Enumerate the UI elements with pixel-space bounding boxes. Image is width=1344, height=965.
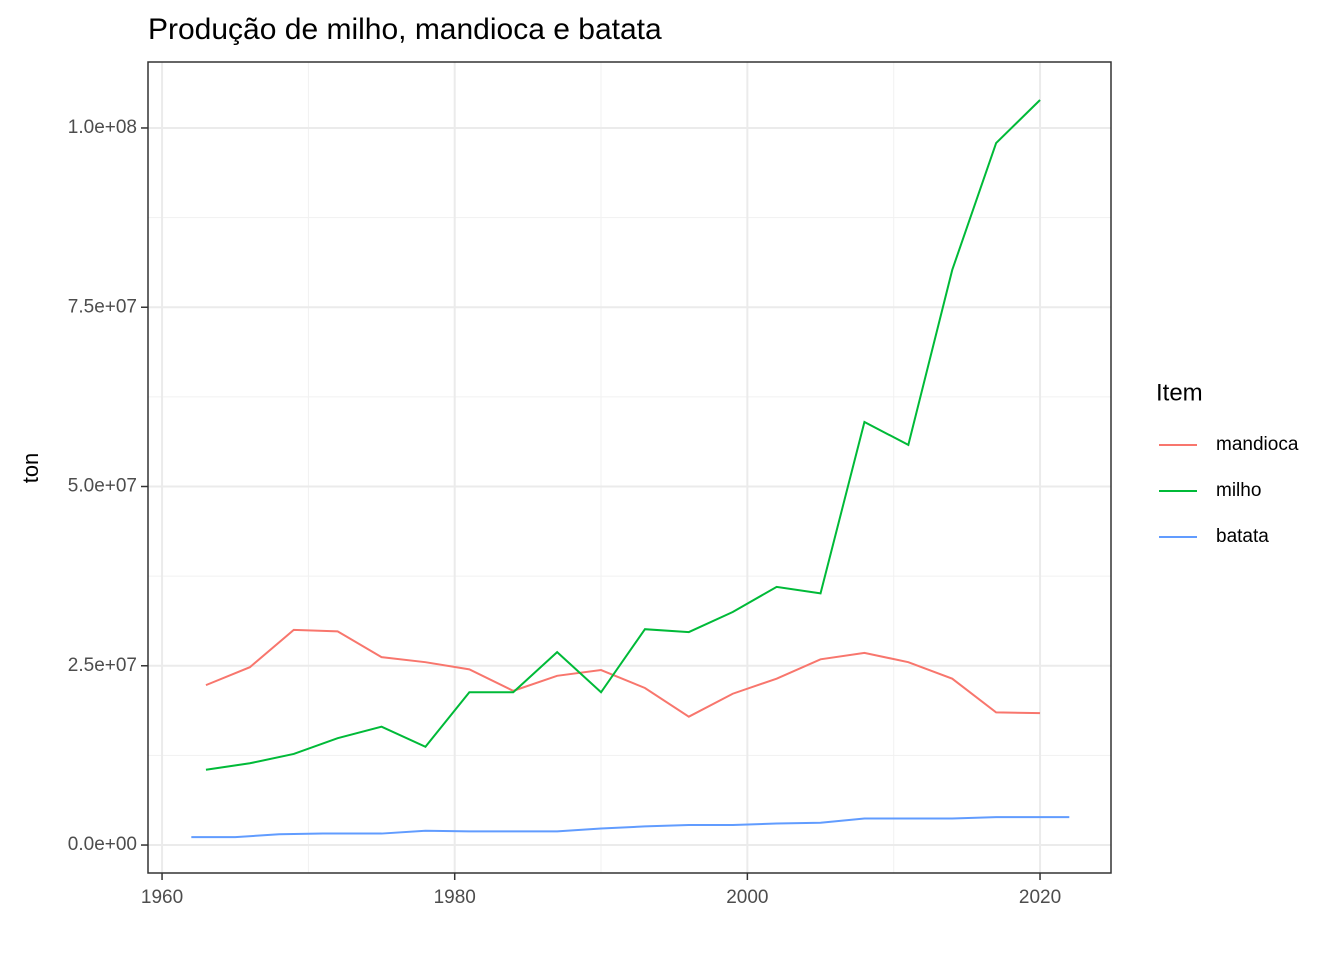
line-series [205,628,1041,718]
legend-title: Item [1156,379,1203,406]
legend-label: mandioca [1216,434,1299,455]
legend-label: batata [1216,526,1269,547]
y-tick-label: 1.0e+08 [68,117,137,138]
legend-label: milho [1216,480,1261,501]
y-tick-label: 2.5e+07 [68,655,137,676]
line-series [205,99,1041,771]
x-tick-label: 2020 [1019,887,1061,908]
x-tick-label: 1980 [434,887,476,908]
x-tick-label: 1960 [141,887,183,908]
y-tick-label: 7.5e+07 [68,296,137,317]
chart-title: Produção de milho, mandioca e batata [148,13,662,46]
plot-border [147,61,1112,874]
y-axis-title: ton [18,453,43,484]
y-tick-label: 5.0e+07 [68,476,137,497]
line-series [191,816,1070,839]
x-tick-label: 2000 [726,887,768,908]
y-tick-label: 0.0e+00 [68,834,137,855]
